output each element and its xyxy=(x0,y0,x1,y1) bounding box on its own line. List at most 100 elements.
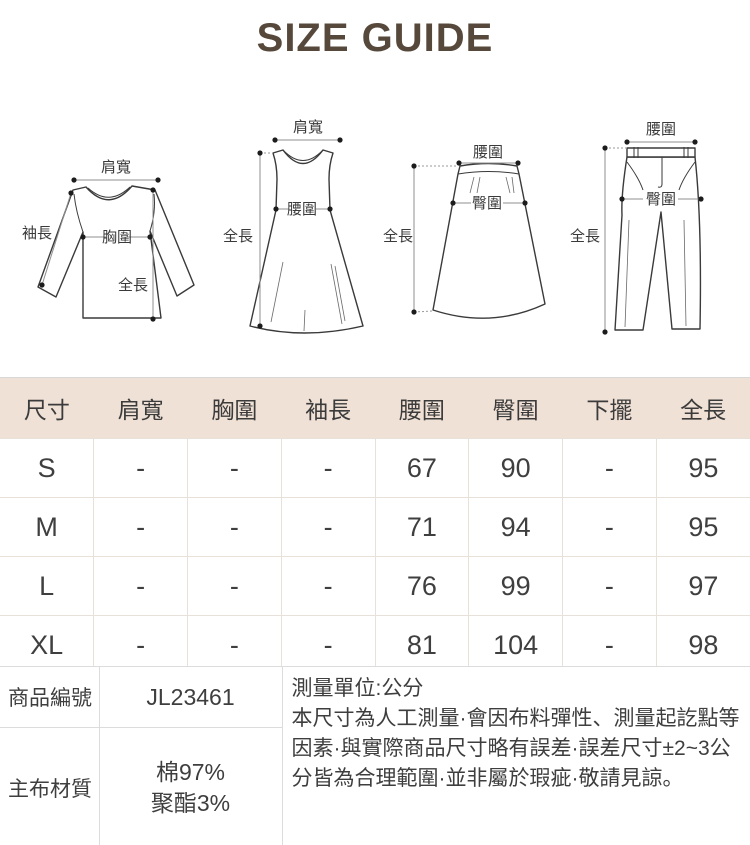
cell-shoulder: - xyxy=(93,438,188,498)
dress-fold-2 xyxy=(330,263,343,325)
size-row-xl: XL - - - 81 104 - 98 xyxy=(0,615,750,674)
top-armhole-left xyxy=(73,193,84,233)
length-label: 全長 xyxy=(223,227,253,245)
hip-label: 臀圍 xyxy=(646,191,676,208)
waist-measure: 腰圍 xyxy=(456,144,521,166)
waist-label: 腰圍 xyxy=(473,144,503,161)
cell-sleeve: - xyxy=(280,438,376,498)
pants-pocket-left xyxy=(626,161,644,191)
fabric-line-1: 棉97% xyxy=(155,759,226,785)
pants-fly xyxy=(657,157,663,188)
cell-chest: - xyxy=(187,615,282,674)
measurement-notes: 測量單位:公分 本尺寸為人工測量·會因布料彈性、測量起訖點等因素·與實際商品尺寸… xyxy=(281,666,750,845)
length-measure: 全長 xyxy=(383,163,458,315)
size-table: 尺寸 肩寬 胸圍 袖長 腰圍 臀圍 下擺 全長 S - - - 67 90 - … xyxy=(0,377,750,674)
top-outline xyxy=(37,185,195,319)
notes-unit: 測量單位:公分 xyxy=(291,677,424,700)
cell-waist: 67 xyxy=(374,438,470,498)
shoulder-label: 肩寬 xyxy=(293,118,323,136)
size-row-m: M - - - 71 94 - 95 xyxy=(0,497,750,557)
product-code-value: JL23461 xyxy=(98,666,283,728)
cell-hip: 90 xyxy=(468,438,563,498)
cell-hip: 99 xyxy=(468,556,563,616)
pants-outline xyxy=(614,156,702,331)
col-header-sleeve: 袖長 xyxy=(281,377,375,439)
skirt-diagram: 腰圍 臀圍 全長 xyxy=(383,144,546,319)
cell-shoulder: - xyxy=(93,497,188,557)
length-measure: 全長 xyxy=(223,150,273,329)
pants-belt-loop-right xyxy=(683,147,689,158)
fabric-label: 主布材質 xyxy=(0,727,100,845)
dress-outline xyxy=(249,149,364,334)
sleeve-label: 袖長 xyxy=(22,225,52,242)
fabric-value: 棉97% 聚酯3% xyxy=(98,727,283,845)
col-header-shoulder: 肩寬 xyxy=(93,377,188,439)
cell-length: 98 xyxy=(655,615,750,674)
pants-crease-left xyxy=(624,219,630,328)
top-diagram: 肩寬 袖長 胸圍 全長 xyxy=(22,158,195,322)
cell-length: 95 xyxy=(655,438,750,498)
pants-belt-loop-left xyxy=(633,147,639,158)
skirt-dart-2 xyxy=(476,176,481,194)
skirt-dart-4 xyxy=(511,176,515,194)
top-armhole-right xyxy=(149,193,155,232)
waist-measure: 腰圍 xyxy=(624,121,698,145)
sleeve-measure: 袖長 xyxy=(22,190,74,288)
chest-measure: 胸圍 xyxy=(80,229,153,246)
length-label: 全長 xyxy=(118,276,148,294)
cell-size: S xyxy=(0,438,95,498)
dress-fold-4 xyxy=(303,309,306,332)
skirt-dart-3 xyxy=(505,176,511,194)
pants-pocket-right xyxy=(678,161,696,191)
waist-label: 腰圍 xyxy=(646,121,676,138)
chest-label: 胸圍 xyxy=(102,229,132,246)
shoulder-label: 肩寬 xyxy=(101,158,131,176)
col-header-size: 尺寸 xyxy=(0,377,94,439)
cell-hip: 94 xyxy=(468,497,563,557)
cell-hem: - xyxy=(562,438,657,498)
cell-length: 97 xyxy=(655,556,750,616)
dress-fold-3 xyxy=(334,265,346,322)
fabric-row: 主布材質 棉97% 聚酯3% xyxy=(0,727,750,845)
notes-body: 本尺寸為人工測量·會因布料彈性、測量起訖點等因素·與實際商品尺寸略有誤差·誤差尺… xyxy=(291,707,740,790)
cell-waist: 76 xyxy=(374,556,470,616)
pants-crease-right xyxy=(683,219,687,327)
page-title: SIZE GUIDE xyxy=(256,16,494,60)
cell-size: XL xyxy=(0,615,95,674)
length-label: 全長 xyxy=(570,227,600,245)
dress-diagram: 肩寬 腰圍 全長 xyxy=(223,118,364,334)
hip-label: 臀圍 xyxy=(472,195,502,212)
cell-hem: - xyxy=(562,497,657,557)
cell-sleeve: - xyxy=(280,615,376,674)
fabric-line-2: 聚酯3% xyxy=(150,790,231,816)
size-row-l: L - - - 76 99 - 97 xyxy=(0,556,750,616)
cell-hem: - xyxy=(562,615,657,674)
waist-measure: 腰圍 xyxy=(273,201,333,218)
cell-length: 95 xyxy=(655,497,750,557)
cell-sleeve: - xyxy=(280,497,376,557)
length-measure: 全長 xyxy=(118,187,156,322)
cell-shoulder: - xyxy=(93,556,188,616)
col-header-hem: 下擺 xyxy=(562,377,657,439)
product-code-row: 商品編號 JL23461 測量單位:公分 本尺寸為人工測量·會因布料彈性、測量起… xyxy=(0,666,750,845)
cell-size: M xyxy=(0,497,95,557)
dress-fold-1 xyxy=(270,261,284,323)
col-header-chest: 胸圍 xyxy=(187,377,282,439)
hip-measure: 臀圍 xyxy=(619,191,704,208)
skirt-outline xyxy=(432,162,546,319)
product-info-table: 商品編號 JL23461 測量單位:公分 本尺寸為人工測量·會因布料彈性、測量起… xyxy=(0,666,750,845)
col-header-waist: 腰圍 xyxy=(375,377,469,439)
cell-chest: - xyxy=(187,438,282,498)
cell-waist: 81 xyxy=(374,615,470,674)
product-code-label: 商品編號 xyxy=(0,666,100,728)
waist-label: 腰圍 xyxy=(287,201,317,218)
cell-shoulder: - xyxy=(93,615,188,674)
cell-size: L xyxy=(0,556,95,616)
dress-collar xyxy=(282,149,324,161)
hip-measure: 臀圍 xyxy=(450,195,528,212)
skirt-waistband xyxy=(457,171,520,175)
top-collar xyxy=(87,186,131,198)
page-header: SIZE GUIDE xyxy=(0,0,750,100)
shoulder-measure: 肩寬 xyxy=(71,158,161,183)
